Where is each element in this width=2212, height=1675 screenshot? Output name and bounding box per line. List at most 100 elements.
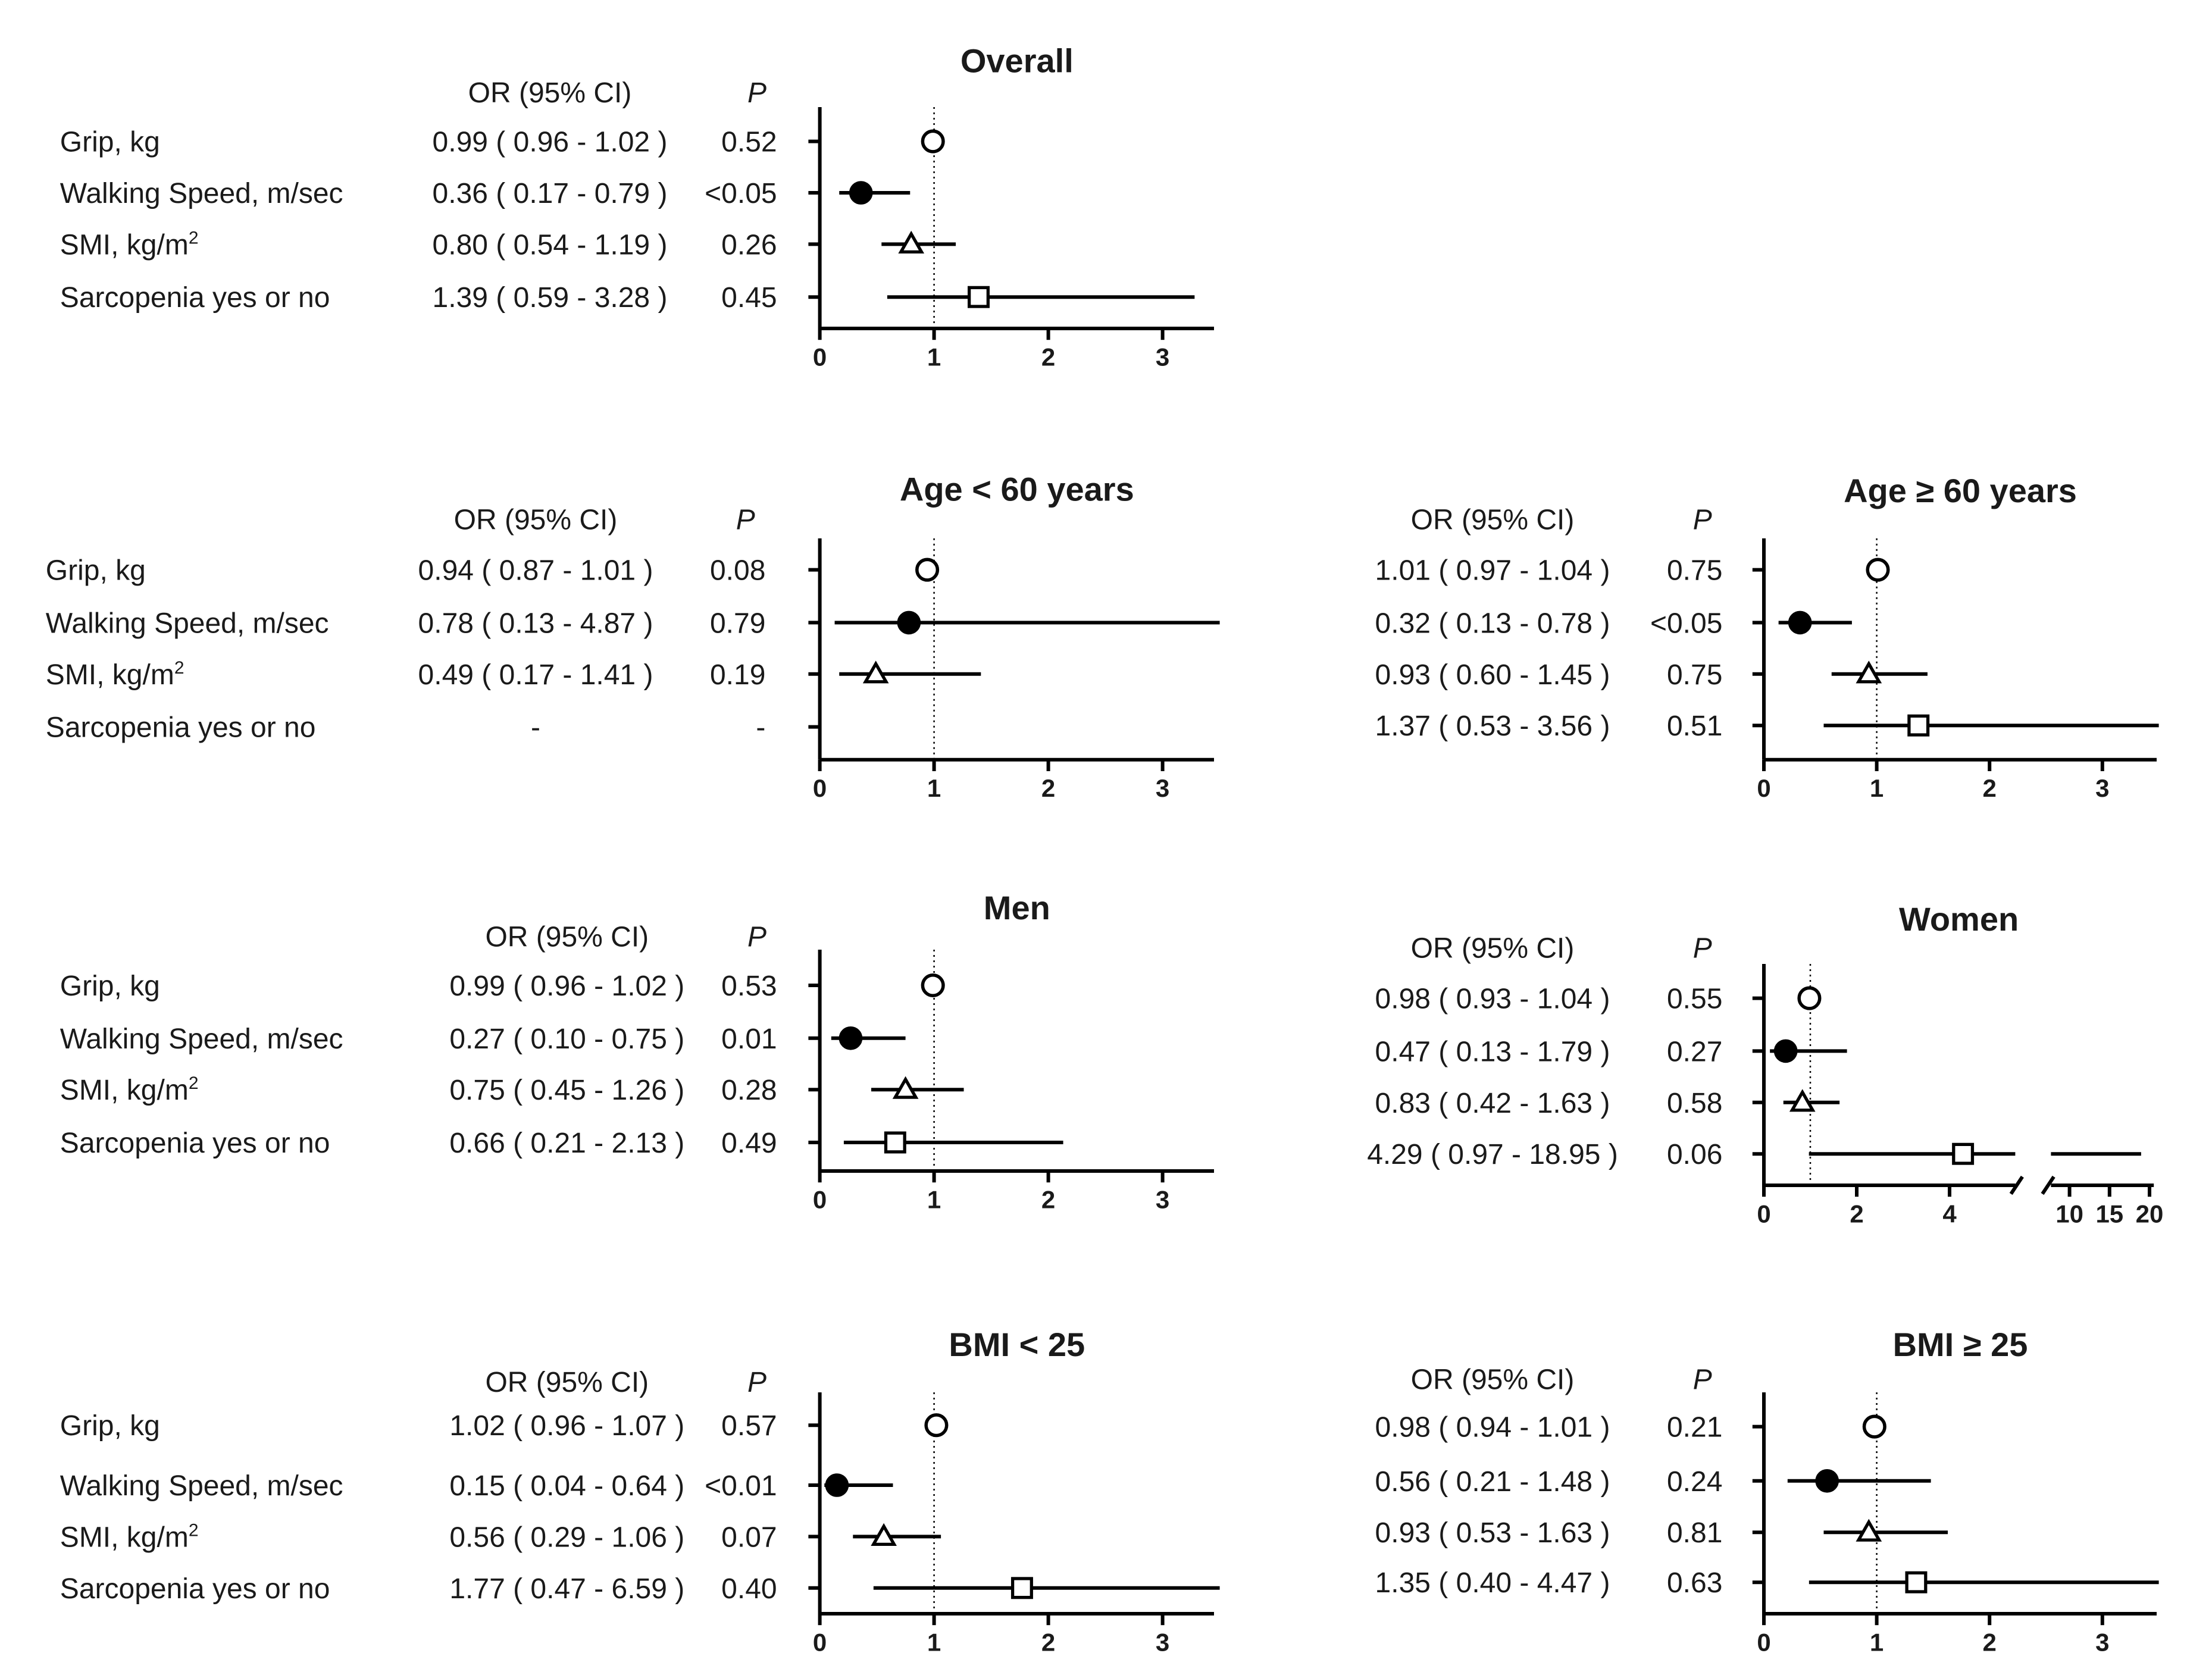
or-ci-value: 0.15 ( 0.04 - 0.64 ) — [449, 1470, 684, 1502]
p-value: - — [756, 712, 765, 744]
p-value: 0.21 — [1667, 1412, 1722, 1444]
forest-panel-4: Men OR (95% CI) P 0 1 2 3 Grip, kg 0.99 ( 0.96 -… — [60, 889, 1214, 1213]
or-column-header: OR (95% CI) — [1411, 1364, 1575, 1395]
p-value: 0.53 — [721, 970, 777, 1002]
row-label: Sarcopenia yes or no — [46, 712, 316, 744]
x-tick-label: 10 — [2055, 1200, 2083, 1228]
or-column-header: OR (95% CI) — [468, 77, 632, 109]
x-tick-label: 2 — [1041, 1185, 1055, 1213]
p-value: 0.01 — [721, 1023, 777, 1055]
row-label: SMI, kg/m2 — [60, 1520, 199, 1553]
or-column-header: OR (95% CI) — [485, 921, 649, 953]
filled-circle-marker — [1815, 1469, 1839, 1493]
or-ci-value: 0.66 ( 0.21 - 2.13 ) — [449, 1128, 684, 1159]
row-label: SMI, kg/m2 — [60, 1073, 199, 1106]
open-square-marker — [1010, 1577, 1033, 1599]
forest-panel-7: BMI ≥ 25 OR (95% CI) P 0 1 2 3 0.98 ( 0.94 - 1.… — [1375, 1326, 2159, 1656]
or-ci-value: 0.32 ( 0.13 - 0.78 ) — [1375, 608, 1610, 639]
p-value: 0.19 — [710, 659, 765, 691]
x-tick-label: 0 — [1757, 1628, 1770, 1656]
open-triangle-marker — [871, 1523, 897, 1546]
or-ci-value: 0.94 ( 0.87 - 1.01 ) — [418, 555, 653, 587]
or-ci-value: 0.56 ( 0.29 - 1.06 ) — [449, 1521, 684, 1553]
row-label: Sarcopenia yes or no — [60, 1128, 330, 1159]
or-ci-value: 4.29 ( 0.97 - 18.95 ) — [1367, 1139, 1618, 1170]
forest-panel-3: Age ≥ 60 years OR (95% CI) P 0 1 2 3 1.01 ( 0.9… — [1375, 472, 2159, 802]
or-ci-value: 1.77 ( 0.47 - 6.59 ) — [449, 1573, 684, 1605]
p-value: 0.75 — [1667, 555, 1722, 587]
or-ci-value: 0.36 ( 0.17 - 0.79 ) — [433, 178, 668, 209]
axis-break-mark — [2041, 1175, 2055, 1195]
p-value: 0.58 — [1667, 1088, 1722, 1119]
panel-title: Age ≥ 60 years — [1844, 472, 2077, 509]
forest-panel-5: Women OR (95% CI) P 0 2 4 10 15 20 0.98 ( 0.93 - … — [1367, 900, 2163, 1228]
or-column-header: OR (95% CI) — [454, 505, 618, 536]
open-circle-marker — [1866, 558, 1890, 582]
row-label: SMI, kg/m2 — [46, 658, 184, 691]
p-value: 0.45 — [721, 282, 777, 314]
or-ci-value: 0.93 ( 0.53 - 1.63 ) — [1375, 1517, 1610, 1549]
x-tick-label: 3 — [2095, 1628, 2109, 1656]
or-column-header: OR (95% CI) — [485, 1367, 649, 1398]
or-ci-value: 1.02 ( 0.96 - 1.07 ) — [449, 1410, 684, 1442]
x-tick-label: 2 — [1041, 343, 1055, 371]
x-tick-label: 2 — [1041, 1628, 1055, 1656]
p-value: 0.08 — [710, 555, 765, 587]
forest-panel-2: Age < 60 years OR (95% CI) P 0 1 2 3 Grip, kg 0.… — [46, 471, 1220, 802]
open-square-marker — [1907, 714, 1930, 737]
p-value: <0.01 — [705, 1470, 777, 1502]
or-ci-value: 1.35 ( 0.40 - 4.47 ) — [1375, 1567, 1610, 1599]
p-value: 0.57 — [721, 1410, 777, 1442]
or-ci-value: 1.39 ( 0.59 - 3.28 ) — [433, 282, 668, 314]
row-label: Sarcopenia yes or no — [60, 1573, 330, 1605]
forest-panel-6: BMI < 25 OR (95% CI) P 0 1 2 3 Grip, kg 1.02 ( 0… — [60, 1326, 1220, 1656]
open-circle-marker — [921, 973, 945, 998]
row-label: SMI, kg/m2 — [60, 228, 199, 261]
row-label: Walking Speed, m/sec — [60, 1023, 343, 1055]
x-tick-label: 3 — [1156, 774, 1169, 802]
p-value: 0.52 — [721, 127, 777, 158]
axis-break-mark — [2009, 1175, 2024, 1195]
or-ci-value: 0.80 ( 0.54 - 1.19 ) — [433, 229, 668, 261]
x-tick-label: 0 — [813, 774, 827, 802]
x-tick-label: 2 — [1041, 774, 1055, 802]
row-label: Grip, kg — [60, 127, 160, 158]
panel-title: Women — [1899, 900, 2019, 938]
p-value: 0.07 — [721, 1521, 777, 1553]
or-ci-value: 0.78 ( 0.13 - 4.87 ) — [418, 608, 653, 639]
x-tick-label: 2 — [1850, 1200, 1863, 1228]
filled-circle-marker — [849, 181, 873, 205]
row-label: Walking Speed, m/sec — [46, 608, 329, 639]
x-tick-label: 1 — [927, 1628, 941, 1656]
open-square-marker — [884, 1131, 906, 1154]
filled-circle-marker — [1773, 1039, 1798, 1063]
open-circle-marker — [915, 558, 940, 582]
or-ci-value: 0.75 ( 0.45 - 1.26 ) — [449, 1075, 684, 1106]
p-column-header: P — [1693, 933, 1712, 965]
row-label: Sarcopenia yes or no — [60, 282, 330, 314]
p-column-header: P — [1693, 505, 1712, 536]
open-circle-marker — [1862, 1414, 1886, 1439]
open-circle-marker — [924, 1413, 949, 1438]
or-ci-value: 0.99 ( 0.96 - 1.02 ) — [433, 127, 668, 158]
row-label: Walking Speed, m/sec — [60, 1470, 343, 1502]
panel-title: BMI ≥ 25 — [1893, 1326, 2028, 1363]
x-tick-label: 0 — [1757, 1200, 1770, 1228]
p-value: 0.81 — [1667, 1517, 1722, 1549]
open-triangle-marker — [1789, 1089, 1816, 1112]
p-value: 0.79 — [710, 608, 765, 639]
or-column-header: OR (95% CI) — [1411, 933, 1575, 965]
p-value: 0.63 — [1667, 1567, 1722, 1599]
filled-circle-marker — [825, 1473, 849, 1497]
x-tick-label: 3 — [1156, 343, 1169, 371]
row-label: Grip, kg — [46, 555, 146, 587]
panel-title: Age < 60 years — [900, 471, 1134, 508]
open-triangle-marker — [898, 230, 925, 253]
panel-title: Overall — [960, 42, 1074, 80]
p-column-header: P — [747, 1367, 766, 1398]
p-value: 0.28 — [721, 1075, 777, 1106]
x-tick-label: 3 — [2095, 774, 2109, 802]
or-ci-value: 0.47 ( 0.13 - 1.79 ) — [1375, 1036, 1610, 1067]
x-tick-label: 0 — [813, 343, 827, 371]
